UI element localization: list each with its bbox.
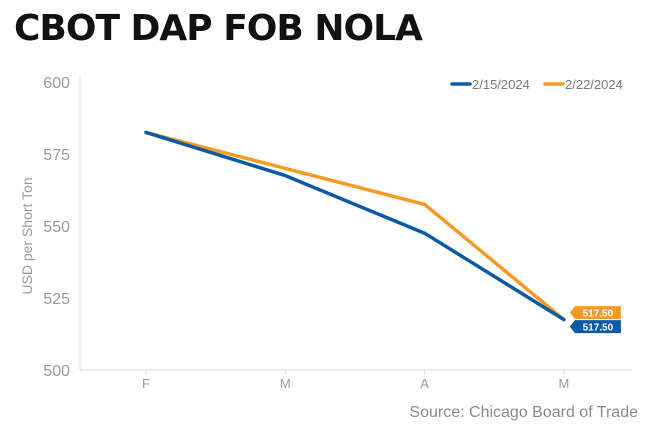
x-tick-label: A [420,376,429,391]
y-tick-label: 575 [43,147,70,164]
y-tick-label: 550 [43,219,70,236]
legend-label: 2/22/2024 [565,77,623,92]
chart-title: CBOT DAP FOB NOLA [14,8,423,49]
legend-label: 2/15/2024 [472,77,530,92]
end-value-tag-bg [569,320,621,334]
end-value-tag-1: 517.50 [569,320,621,334]
y-tick-label: 600 [43,75,70,92]
end-value-tag-2: 517.50 [569,306,621,320]
series-line-1 [144,130,566,322]
end-value-label: 517.50 [583,309,614,320]
x-tick-label: M [558,376,569,391]
end-value-label: 517.50 [583,323,614,334]
y-tick-label: 525 [43,291,70,308]
end-value-tag-bg [569,306,621,320]
y-tick-label: 500 [43,363,70,380]
x-tick-label: F [142,376,150,391]
series-line-2 [144,130,566,322]
x-tick-label: M [280,376,291,391]
source-note: Source: Chicago Board of Trade [409,404,638,421]
legend: 2/15/2024 2/22/2024 [450,77,623,92]
y-axis-label: USD per Short Ton [19,177,35,294]
